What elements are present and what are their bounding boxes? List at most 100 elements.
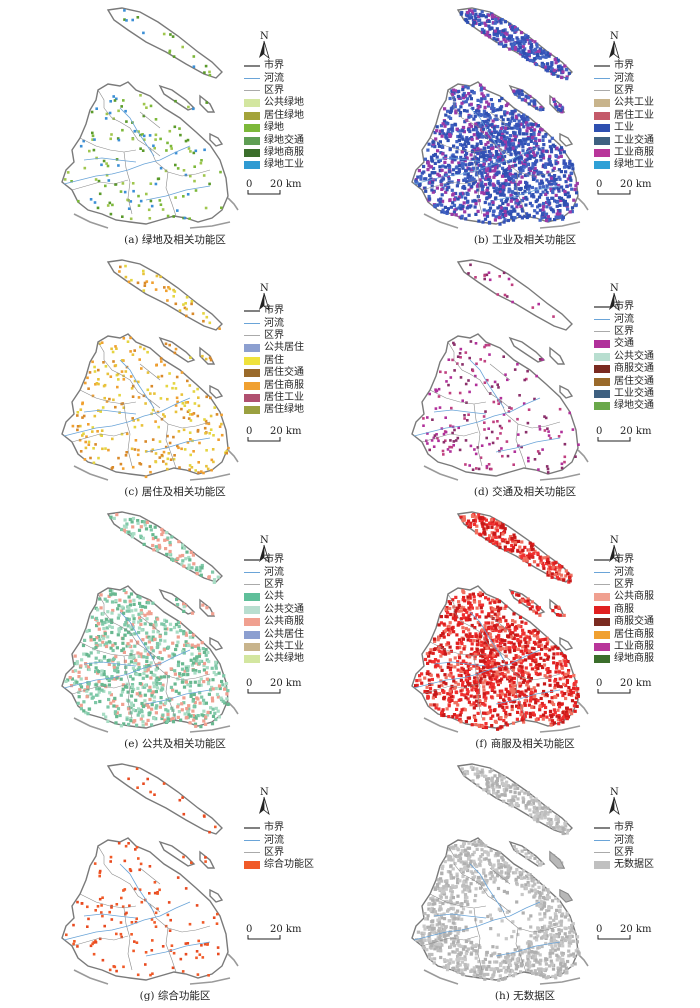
function-zone-cell: [112, 360, 115, 363]
function-zone-cell: [565, 77, 568, 80]
function-zone-cell: [150, 528, 153, 531]
function-zone-cell: [159, 199, 162, 202]
function-zone-cell: [493, 708, 496, 711]
function-zone-cell: [166, 299, 169, 302]
function-zone-cell: [507, 219, 510, 222]
function-zone-cell: [456, 646, 459, 649]
function-zone-cell: [148, 640, 151, 643]
function-zone-cell: [525, 132, 528, 135]
function-zone-cell: [77, 200, 80, 203]
function-zone-cell: [174, 126, 177, 129]
function-zone-cell: [506, 548, 509, 551]
function-zone-cell: [84, 458, 87, 461]
function-zone-cell: [528, 50, 531, 53]
function-zone-cell: [449, 392, 452, 395]
function-zone-cell: [126, 718, 129, 721]
function-zone-cell: [190, 419, 193, 422]
function-zone-cell: [99, 644, 102, 647]
function-zone-cell: [463, 201, 466, 204]
function-zone-cell: [483, 31, 486, 34]
function-zone-cell: [468, 206, 471, 209]
function-zone-cell: [208, 693, 211, 696]
function-zone-cell: [459, 720, 462, 723]
function-zone-cell: [512, 179, 515, 182]
function-zone-cell: [540, 648, 543, 651]
function-zone-cell: [561, 467, 564, 470]
function-zone-cell: [138, 596, 141, 599]
function-zone-cell: [548, 161, 551, 164]
legend-label: 市界: [264, 305, 284, 317]
function-zone-cell: [518, 546, 521, 549]
function-zone-cell: [509, 120, 512, 123]
coastline: [540, 474, 580, 480]
function-zone-cell: [137, 522, 140, 525]
function-zone-cell: [557, 176, 560, 179]
function-zone-cell: [540, 697, 543, 700]
function-zone-cell: [471, 200, 474, 203]
function-zone-cell: [126, 433, 129, 436]
function-zone-cell: [440, 651, 443, 654]
function-zone-cell: [555, 147, 558, 150]
function-zone-cell: [521, 629, 524, 632]
function-zone-cell: [526, 163, 529, 166]
function-zone-cell: [447, 625, 450, 628]
function-zone-cell: [143, 135, 146, 138]
function-zone-cell: [448, 631, 451, 634]
function-zone-cell: [167, 458, 170, 461]
function-zone-cell: [512, 722, 515, 725]
function-zone-cell: [204, 723, 207, 726]
function-zone-cell: [445, 137, 448, 140]
function-zone-cell: [111, 438, 114, 441]
function-zone-cell: [149, 471, 152, 474]
function-zone-cell: [566, 203, 569, 206]
function-zone-cell: [416, 176, 419, 179]
function-zone-cell: [522, 673, 525, 676]
function-zone-cell: [569, 176, 572, 179]
function-zone-cell: [453, 440, 456, 443]
function-zone-cell: [191, 710, 194, 713]
function-zone-cell: [539, 128, 542, 131]
function-zone-cell: [534, 629, 537, 632]
function-zone-cell: [123, 589, 126, 592]
function-zone-cell: [217, 576, 220, 579]
function-zone-cell: [171, 387, 174, 390]
legend-line-symbol: [594, 331, 610, 332]
legend-label: 市界: [264, 60, 284, 72]
function-zone-cell: [538, 139, 541, 142]
function-zone-cell: [82, 709, 85, 712]
function-zone-cell: [489, 633, 492, 636]
function-zone-cell: [504, 20, 507, 23]
function-zone-cell: [194, 725, 197, 728]
function-zone-cell: [498, 626, 501, 629]
function-zone-cell: [458, 130, 461, 133]
function-zone-cell: [525, 431, 528, 434]
function-zone-cell: [462, 94, 465, 97]
function-zone-cell: [149, 134, 152, 137]
function-zone-cell: [160, 528, 163, 531]
function-zone-cell: [455, 166, 458, 169]
function-zone-cell: [500, 137, 503, 140]
function-zone-cell: [515, 146, 518, 149]
function-zone-cell: [544, 135, 547, 138]
function-zone-cell: [516, 711, 519, 714]
function-zone-cell: [137, 454, 140, 457]
function-zone-cell: [420, 682, 423, 685]
function-zone-cell: [176, 641, 179, 644]
function-zone-cell: [436, 125, 439, 128]
legend-item: 公共工业: [594, 97, 654, 109]
function-zone-cell: [451, 359, 454, 362]
function-zone-cell: [100, 164, 103, 167]
function-zone-cell: [166, 142, 169, 145]
function-zone-cell: [227, 703, 230, 706]
function-zone-cell: [577, 443, 580, 446]
legend-item: 居住交通: [244, 367, 304, 379]
function-zone-cell: [95, 683, 98, 686]
function-zone-cell: [95, 694, 98, 697]
function-zone-cell: [530, 99, 533, 102]
function-zone-cell: [131, 448, 134, 451]
function-zone-cell: [458, 135, 461, 138]
function-zone-cell: [494, 381, 497, 384]
function-zone-cell: [446, 641, 449, 644]
function-zone-cell: [203, 668, 206, 671]
function-zone-cell: [170, 458, 173, 461]
